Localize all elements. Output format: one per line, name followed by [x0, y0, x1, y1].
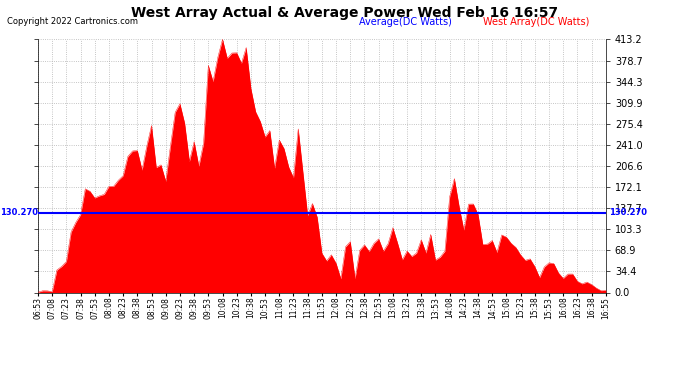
- Text: West Array(DC Watts): West Array(DC Watts): [483, 17, 589, 27]
- Text: Average(DC Watts): Average(DC Watts): [359, 17, 452, 27]
- Text: 130.270: 130.270: [0, 208, 38, 217]
- Text: 130.270: 130.270: [609, 208, 647, 217]
- Text: West Array Actual & Average Power Wed Feb 16 16:57: West Array Actual & Average Power Wed Fe…: [131, 6, 559, 20]
- Text: Copyright 2022 Cartronics.com: Copyright 2022 Cartronics.com: [7, 17, 138, 26]
